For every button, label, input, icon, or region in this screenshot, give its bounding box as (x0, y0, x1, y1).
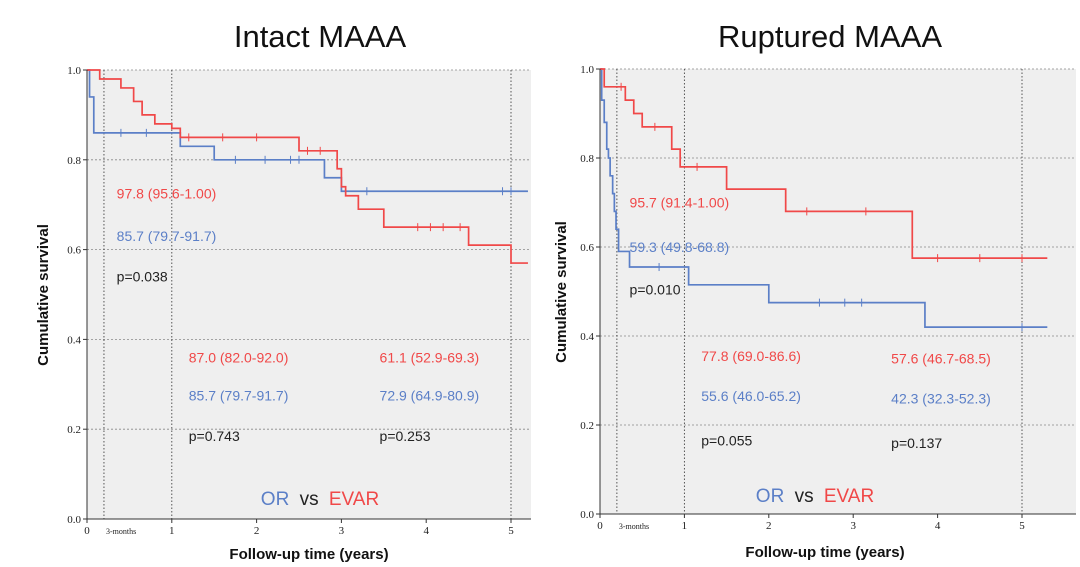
y-tick-label: 0.2 (580, 420, 594, 432)
p-value-label: p=0.038 (117, 269, 168, 285)
x-tick-label: 3 (339, 525, 345, 537)
chart-title-intact: Intact MAAA (234, 19, 407, 54)
survival-estimate-label: 57.6 (46.7-68.5) (891, 350, 991, 366)
y-axis-title-intact: Cumulative survival (35, 224, 52, 366)
legend-or-label: OR (756, 486, 785, 507)
y-axis-title-ruptured: Cumulative survival (553, 221, 570, 363)
y-tick-label: 0.0 (580, 509, 594, 521)
y-tick-label: 1.0 (580, 64, 594, 76)
legend-evar-label: EVAR (824, 486, 874, 507)
legend-evar-label: EVAR (329, 489, 379, 510)
legend-vs-label: vs (300, 489, 319, 510)
x-axis-title-intact: Follow-up time (years) (229, 546, 388, 563)
axis-ticks-ruptured: 0.0 0.2 0.4 0.6 0.8 1.0 0 1 2 3 4 5 3-months (580, 64, 1025, 532)
legend-vs-label: vs (795, 486, 814, 507)
y-tick-label: 0.6 (67, 245, 81, 257)
annotations-intact: 97.8 (95.6-1.00) 85.7 (79.7-91.7) p=0.038 8… (117, 185, 480, 443)
survival-curves-intact (87, 69, 528, 264)
three-months-label: 3-months (619, 522, 649, 531)
survival-curve-or (600, 68, 1048, 328)
survival-estimate-label: 59.3 (49.8-68.8) (630, 239, 730, 255)
x-axis-title-ruptured: Follow-up time (years) (745, 544, 904, 561)
y-tick-label: 0.8 (580, 153, 594, 165)
y-tick-label: 0.4 (580, 331, 594, 343)
survival-estimate-label: 97.8 (95.6-1.00) (117, 185, 217, 201)
reference-lines-ruptured (616, 69, 1023, 514)
three-months-label: 3-months (106, 527, 136, 536)
chart-title-ruptured: Ruptured MAAA (718, 19, 942, 54)
p-value-label: p=0.137 (891, 435, 942, 451)
x-tick-label: 4 (935, 520, 941, 532)
x-tick-label: 2 (254, 525, 260, 537)
survival-estimate-label: 61.1 (52.9-69.3) (380, 349, 480, 365)
x-tick-label: 1 (682, 520, 688, 532)
survival-estimate-label: 85.7 (79.7-91.7) (189, 388, 289, 404)
chart-panel-intact: Intact MAAA 0.0 0.2 0.4 0.6 0.8 1.0 0 1 2 3 4 5 3-mo… (35, 19, 531, 563)
x-tick-label: 3 (850, 520, 856, 532)
x-tick-label: 0 (84, 525, 90, 537)
gridlines-intact (87, 69, 531, 430)
plot-area-ruptured (600, 69, 1076, 514)
survival-estimate-label: 87.0 (82.0-92.0) (189, 349, 289, 365)
chart-panel-ruptured: Ruptured MAAA 0.0 0.2 0.4 0.6 0.8 1.0 0 1 2 3 4 5 3-… (553, 19, 1076, 561)
p-value-label: p=0.253 (380, 428, 431, 444)
survival-curve-evar (87, 69, 528, 264)
y-tick-label: 1.0 (67, 65, 81, 77)
survival-estimate-label: 42.3 (32.3-52.3) (891, 390, 991, 406)
survival-estimate-label: 85.7 (79.7-91.7) (117, 228, 217, 244)
x-tick-label: 1 (169, 525, 175, 537)
axis-ticks-intact: 0.0 0.2 0.4 0.6 0.8 1.0 0 1 2 3 4 5 3-months (67, 65, 514, 537)
x-tick-label: 0 (597, 520, 603, 532)
y-tick-label: 0.4 (67, 334, 81, 346)
p-value-label: p=0.010 (630, 281, 681, 297)
survival-curves-ruptured (600, 68, 1048, 332)
p-value-label: p=0.743 (189, 428, 240, 444)
survival-estimate-label: 77.8 (69.0-86.6) (701, 348, 801, 364)
reference-lines-intact (103, 70, 512, 519)
legend-intact: OR vs EVAR (261, 489, 379, 510)
legend-ruptured: OR vs EVAR (756, 486, 874, 507)
y-tick-label: 0.8 (67, 155, 81, 167)
x-tick-label: 4 (423, 525, 429, 537)
x-tick-label: 5 (508, 525, 514, 537)
survival-estimate-label: 72.9 (64.9-80.9) (380, 388, 480, 404)
gridlines-ruptured (600, 68, 1076, 426)
y-tick-label: 0.2 (67, 424, 81, 436)
plot-area-intact (87, 70, 531, 519)
legend-or-label: OR (261, 489, 290, 510)
y-tick-label: 0.6 (580, 242, 594, 254)
annotations-ruptured: 95.7 (91.4-1.00) 59.3 (49.8-68.8) p=0.010 7… (630, 195, 991, 451)
x-tick-label: 2 (766, 520, 772, 532)
survival-curve-evar (600, 68, 1048, 259)
y-tick-label: 0.0 (67, 514, 81, 526)
p-value-label: p=0.055 (701, 433, 752, 449)
x-tick-label: 5 (1019, 520, 1025, 532)
survival-estimate-label: 55.6 (46.0-65.2) (701, 388, 801, 404)
survival-curve-or (87, 69, 528, 193)
survival-estimate-label: 95.7 (91.4-1.00) (630, 195, 730, 211)
